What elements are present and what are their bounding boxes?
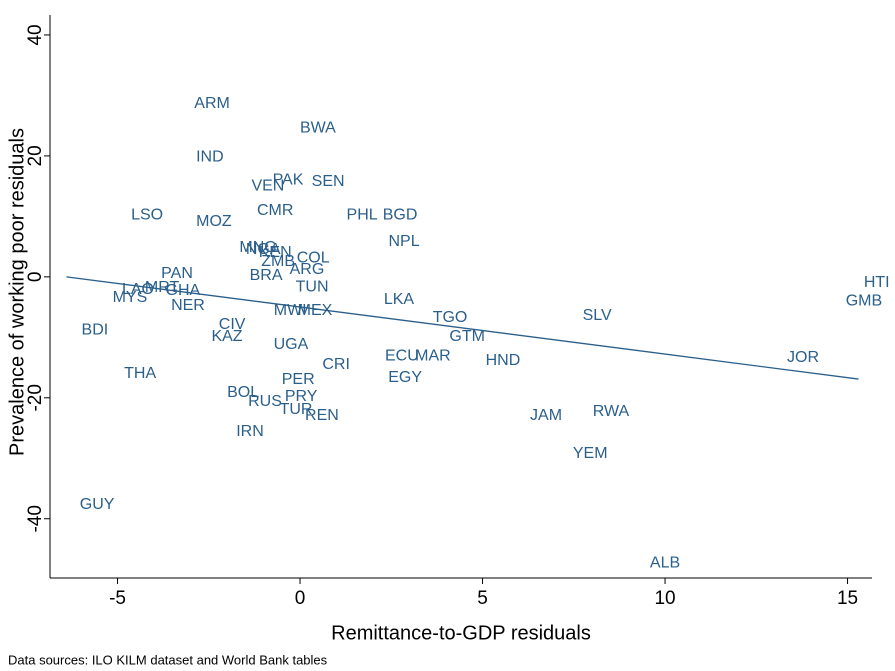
point-label: GMB (846, 292, 882, 309)
point-label: TUN (296, 278, 329, 295)
point-label: VEN (251, 177, 284, 194)
point-label: NER (171, 297, 205, 314)
point-label: BOL (227, 384, 259, 401)
point-label: NGA (246, 241, 281, 258)
point-label: ARM (194, 95, 230, 112)
point-label: COL (297, 249, 330, 266)
y-tick-label: 20 (25, 145, 46, 166)
x-tick-label: 0 (295, 588, 306, 609)
x-tick-label: -5 (109, 588, 126, 609)
fit-line (66, 276, 859, 380)
point-label: RUS (248, 393, 282, 410)
note: Data sources: ILO KILM dataset and World… (8, 652, 328, 667)
y-tick-label: -20 (25, 384, 46, 411)
point-label: IND (196, 148, 224, 165)
point-label: JOR (787, 349, 819, 366)
point-label: GUY (80, 496, 115, 513)
point-label: CMR (257, 202, 293, 219)
point-label: BRA (250, 267, 283, 284)
point-label: MOZ (196, 213, 232, 230)
x-tick-label: 15 (837, 588, 858, 609)
point-label: ECU (385, 347, 419, 364)
point-label: MYS (113, 289, 148, 306)
point-label: GHA (166, 282, 201, 299)
point-label: ZMB (261, 253, 295, 270)
point-label: HND (486, 352, 521, 369)
y-tick-label: -40 (25, 505, 46, 532)
point-label: KAZ (211, 328, 242, 345)
point-label: LKA (384, 291, 415, 308)
point-label: UGA (274, 336, 309, 353)
point-label: SEN (312, 173, 345, 190)
point-label: ALB (650, 555, 680, 572)
x-tick-label: 10 (654, 588, 675, 609)
point-label: MEX (298, 302, 333, 319)
point-label: HTI (864, 274, 890, 291)
point-label: MNG (239, 239, 276, 256)
point-label: PRY (285, 388, 318, 405)
point-label: PAK (273, 171, 304, 188)
point-label: JAM (530, 407, 562, 424)
point-label: ARG (290, 261, 325, 278)
y-axis-title: Prevalence of working poor residuals (6, 128, 28, 456)
point-label: NPL (388, 233, 419, 250)
point-label: CIV (219, 316, 246, 333)
point-label: YEM (573, 445, 608, 462)
point-label: TUR (280, 401, 313, 418)
point-label: LSO (131, 206, 163, 223)
point-label: BGD (383, 206, 418, 223)
point-label: PER (282, 371, 315, 388)
point-label: MRT (145, 279, 180, 296)
point-label: TGO (433, 309, 468, 326)
point-label: THA (124, 365, 156, 382)
point-label: PAN (161, 265, 193, 282)
point-label: SLV (583, 307, 612, 324)
point-label: BWA (300, 119, 336, 136)
x-axis-title: Remittance-to-GDP residuals (331, 622, 591, 644)
y-tick-label: 40 (25, 24, 46, 45)
point-label: IRN (236, 423, 264, 440)
point-label: CRI (322, 356, 350, 373)
point-label: PHL (347, 206, 378, 223)
point-label: EGY (388, 369, 422, 386)
y-tick-label: 0 (25, 272, 46, 283)
point-label: GTM (449, 328, 485, 345)
point-label: BDI (82, 321, 109, 338)
x-tick-label: 5 (477, 588, 488, 609)
point-label: REN (305, 407, 339, 424)
point-label: RWA (593, 403, 630, 420)
point-label: KEN (259, 244, 292, 261)
point-label: MAR (415, 347, 451, 364)
